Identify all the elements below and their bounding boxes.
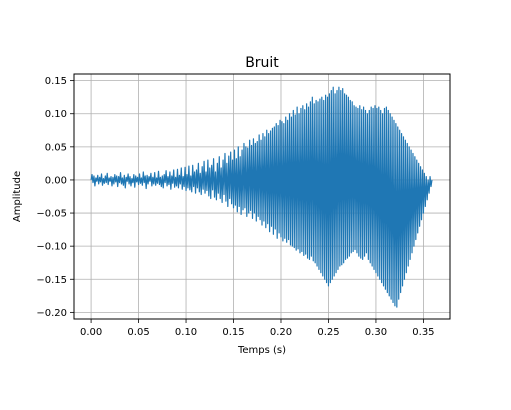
y-tick-label: 0.05: [45, 142, 67, 153]
series-line: [90, 86, 433, 308]
x-tick-label: 0.10: [175, 327, 197, 338]
y-tick-label: −0.10: [36, 242, 67, 253]
chart-title: Bruit: [245, 55, 279, 71]
y-axis-label: Amplitude: [12, 171, 23, 222]
y-tick-label: 0.15: [45, 76, 67, 87]
y-axis-ticks: 0.15 0.10 0.05 0.00 −0.05 −0.10 −0.15 −0.20: [36, 76, 74, 319]
x-tick-label: 0.20: [270, 327, 292, 338]
x-axis-ticks: 0.00 0.05 0.10 0.15 0.20 0.25 0.30 0.35: [80, 319, 435, 338]
x-tick-label: 0.05: [127, 327, 149, 338]
y-tick-label: 0.00: [45, 175, 67, 186]
series-layer: [90, 86, 433, 308]
y-tick-label: −0.15: [36, 275, 67, 286]
x-tick-label: 0.35: [412, 327, 434, 338]
plot-frame: [73, 73, 451, 320]
x-tick-label: 0.30: [365, 327, 387, 338]
x-tick-label: 0.00: [80, 327, 102, 338]
y-tick-label: −0.05: [36, 209, 67, 220]
y-tick-label: −0.20: [36, 308, 67, 319]
x-tick-label: 0.15: [222, 327, 244, 338]
y-tick-label: 0.10: [45, 109, 67, 120]
x-axis-label: Temps (s): [237, 345, 286, 356]
x-tick-label: 0.25: [317, 327, 339, 338]
